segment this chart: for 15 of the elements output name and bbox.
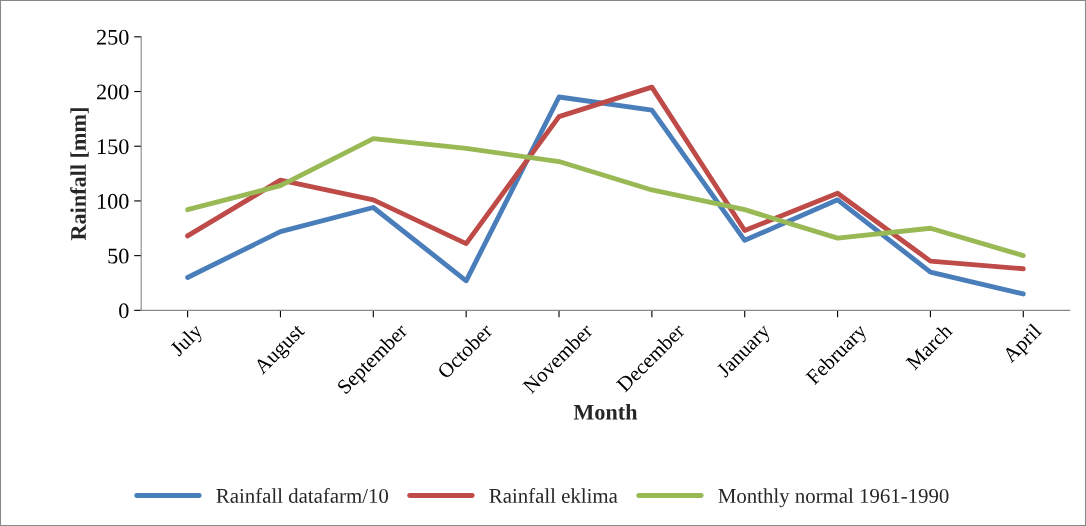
x-axis-title: Month bbox=[573, 404, 638, 420]
line-series bbox=[185, 136, 1026, 259]
y-tick-label: 150 bbox=[98, 139, 129, 155]
line-series bbox=[185, 94, 1026, 297]
x-tick-label: July bbox=[168, 322, 207, 360]
y-tick-label: 250 bbox=[97, 29, 129, 45]
y-tick-label: 200 bbox=[97, 84, 129, 100]
y-axis-title: Rainfall [mm] bbox=[70, 108, 89, 241]
y-tick-label: 50 bbox=[108, 248, 129, 264]
line-series bbox=[185, 84, 1026, 272]
legend-label: Rainfall datafarm/10 bbox=[216, 488, 389, 503]
legend-label: Monthly normal 1961-1990 bbox=[718, 488, 949, 508]
legend-label: Rainfall eklima bbox=[489, 488, 618, 503]
y-tick-label: 0 bbox=[119, 303, 129, 319]
y-tick-label: 100 bbox=[98, 193, 129, 209]
